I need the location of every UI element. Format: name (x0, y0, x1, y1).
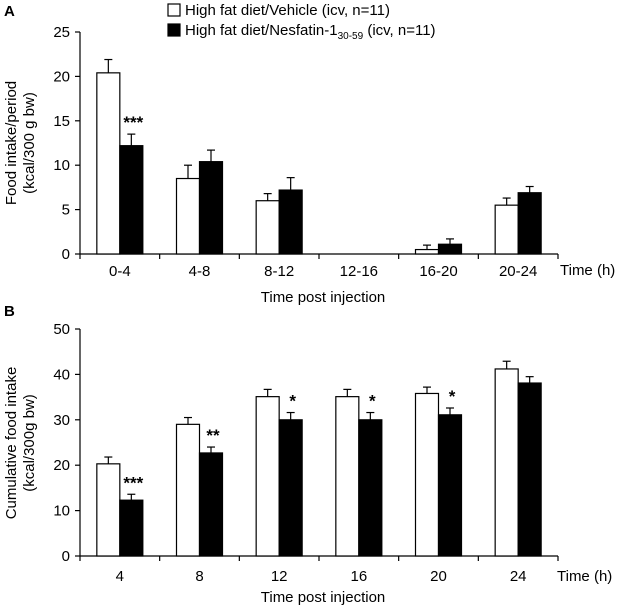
panel-a-x-tick-label: 12-16 (340, 263, 378, 280)
panel-a-bar-nesfatin (198, 161, 224, 255)
panel-b-x-tick-label: 24 (510, 568, 527, 585)
panel-b-error-bar (366, 411, 375, 420)
panel-b-error-bar (127, 493, 136, 501)
panel-a-error-bar (263, 193, 272, 201)
panel-a-error-bar (104, 58, 113, 73)
panel-b-error-bar (446, 407, 454, 415)
panel-a-bar-nesfatin (278, 189, 303, 255)
panel-b-bar-vehicle (96, 463, 121, 557)
panel-b-error-bar (502, 360, 511, 369)
panel-b-bar-nesfatin (358, 419, 383, 557)
panel-b-x-tick-label: 20 (430, 568, 447, 585)
panel-b-x-unit-label: Time (h) (557, 568, 612, 585)
panel-b-significance-marker: *** (123, 473, 143, 492)
panel-b-error-bar (184, 416, 192, 425)
panel-b-x-tick-label: 16 (350, 568, 367, 585)
panel-b-bar-nesfatin (517, 382, 542, 557)
panel-b-y-tick-label: 20 (53, 457, 70, 474)
panel-b-bar-vehicle (255, 396, 280, 557)
panel-a-significance-marker: *** (123, 113, 143, 132)
panel-b-significance-marker: ** (206, 426, 220, 445)
panel-b-error-bar (263, 388, 272, 397)
panel-a-error-bar (286, 177, 295, 191)
panel-a-y-tick-label: 10 (53, 157, 70, 174)
panel-a-y-tick-label: 20 (53, 68, 70, 85)
panel-a-bar-vehicle (175, 177, 201, 255)
panel-b-bar-nesfatin (198, 452, 224, 557)
panel-a-bar-vehicle (96, 72, 121, 255)
panel-a-error-bar (207, 149, 215, 162)
panel-b-x-tick-label: 8 (195, 568, 203, 585)
panel-a-bar-vehicle (255, 200, 280, 255)
panel-a-ylabel-line1: Food intake/period (3, 81, 20, 205)
panel-b-error-bar (207, 446, 215, 453)
panel-b-bar-nesfatin (278, 419, 303, 557)
panel-a-bar-nesfatin (517, 192, 542, 255)
panel-a-y-tick-label: 25 (53, 24, 70, 41)
panel-b-y-tick-label: 40 (53, 366, 70, 383)
panel-a-error-bar (446, 238, 454, 245)
legend-label-nesfatin: High fat diet/Nesfatin-130-59 (icv, n=11… (185, 22, 436, 42)
panel-b-error-bar (423, 386, 431, 394)
panel-a-error-bar (184, 164, 192, 179)
legend-swatch-nesfatin (167, 23, 181, 37)
panel-b-xlabel: Time post injection (261, 589, 386, 606)
panel-a-ylabel-line2: (kcal/300 g bw) (21, 92, 38, 194)
panel-b-y-tick-label: 50 (53, 321, 70, 338)
panel-b-y-tick-label: 30 (53, 412, 70, 429)
panel-b-y-tick-label: 0 (62, 548, 70, 565)
panel-a-bar-vehicle (494, 204, 519, 255)
panel-a-error-bar (525, 185, 534, 193)
panel-a-label: A (4, 3, 15, 20)
panel-b-bar-vehicle (414, 392, 440, 557)
panel-b: B Cumulative food intake (kcal/300g bw) … (3, 303, 612, 606)
panel-a-error-bar (502, 197, 511, 206)
panel-a-x-unit-label: Time (h) (560, 262, 615, 279)
panel-a-error-bar (423, 244, 431, 250)
panel-b-bar-vehicle (335, 396, 360, 557)
panel-b-significance-marker: * (289, 392, 296, 411)
panel-a-x-tick-label: 8-12 (264, 263, 294, 280)
panel-a-y-tick-label: 15 (53, 113, 70, 130)
panel-a: A Food intake/period (kcal/300 g bw) Tim… (3, 3, 615, 306)
panel-b-ylabel-line1: Cumulative food intake (3, 367, 20, 520)
panel-b-error-bar (343, 388, 352, 397)
panel-b-bar-nesfatin (119, 499, 144, 557)
panel-b-label: B (4, 303, 15, 320)
panel-a-bar-nesfatin (119, 145, 144, 255)
panel-a-y-tick-label: 5 (62, 202, 70, 219)
legend-label-vehicle: High fat diet/Vehicle (icv, n=11) (185, 2, 390, 19)
panel-b-x-tick-label: 4 (116, 568, 124, 585)
legend: High fat diet/Vehicle (icv, n=11) High f… (167, 2, 436, 42)
panel-b-bar-vehicle (494, 368, 519, 557)
panel-b-y-tick-label: 10 (53, 503, 70, 520)
panel-b-significance-marker: * (369, 392, 376, 411)
panel-b-ylabel-line2: (kcal/300g bw) (21, 394, 38, 492)
panel-b-bar-nesfatin (437, 414, 463, 557)
panel-a-x-tick-label: 0-4 (109, 263, 131, 280)
panel-a-xlabel: Time post injection (261, 289, 386, 306)
panel-b-bar-vehicle (175, 423, 201, 557)
panel-a-error-bar (127, 133, 136, 146)
panel-b-error-bar (525, 376, 534, 384)
panel-a-y-tick-label: 0 (62, 246, 70, 263)
panel-a-bar-vehicle (414, 248, 440, 255)
panel-b-x-tick-label: 12 (271, 568, 288, 585)
panel-a-x-tick-label: 20-24 (499, 263, 537, 280)
panel-b-significance-marker: * (449, 387, 456, 406)
panel-a-x-tick-label: 16-20 (419, 263, 457, 280)
panel-b-error-bar (286, 411, 295, 420)
panel-b-error-bar (104, 456, 113, 464)
legend-swatch-vehicle (167, 3, 181, 17)
panel-a-bar-nesfatin (437, 243, 463, 255)
panel-a-x-tick-label: 4-8 (189, 263, 211, 280)
